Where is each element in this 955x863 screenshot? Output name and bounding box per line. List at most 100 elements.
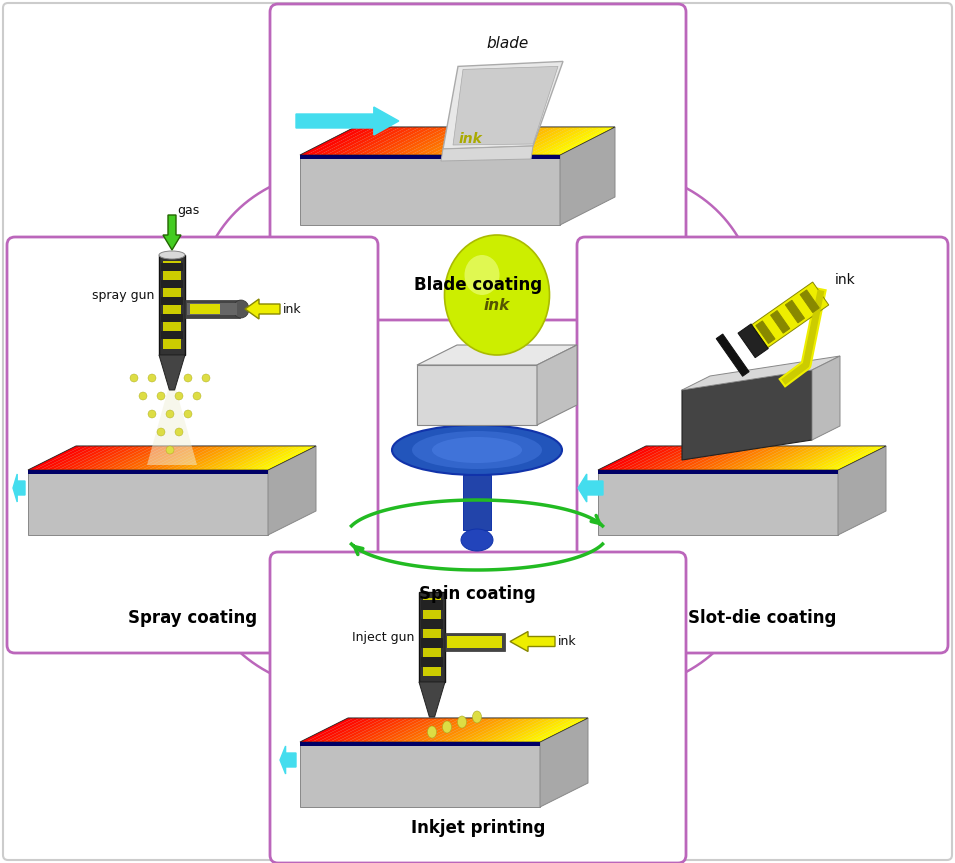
Polygon shape <box>160 446 214 470</box>
Polygon shape <box>332 127 394 155</box>
Bar <box>187 303 237 315</box>
Polygon shape <box>489 127 550 155</box>
Polygon shape <box>540 718 588 807</box>
Ellipse shape <box>233 300 249 318</box>
Polygon shape <box>716 334 749 376</box>
Circle shape <box>166 446 174 454</box>
Polygon shape <box>46 446 100 470</box>
Polygon shape <box>88 446 142 470</box>
Polygon shape <box>476 127 537 155</box>
Bar <box>161 314 183 322</box>
Bar <box>159 255 185 355</box>
Text: Blade coating: Blade coating <box>414 276 542 294</box>
Polygon shape <box>390 718 444 742</box>
Circle shape <box>157 428 165 436</box>
Polygon shape <box>748 446 802 470</box>
Bar <box>463 475 491 530</box>
Polygon shape <box>300 718 588 742</box>
Polygon shape <box>306 718 360 742</box>
Polygon shape <box>342 718 396 742</box>
Polygon shape <box>112 446 166 470</box>
Ellipse shape <box>442 721 452 733</box>
Polygon shape <box>482 127 543 155</box>
Polygon shape <box>712 446 766 470</box>
Bar <box>417 365 537 425</box>
Bar <box>28 470 268 535</box>
Polygon shape <box>755 321 775 343</box>
Polygon shape <box>495 127 557 155</box>
Polygon shape <box>718 446 772 470</box>
Bar <box>161 297 183 305</box>
Circle shape <box>184 410 192 418</box>
Ellipse shape <box>464 255 499 295</box>
Polygon shape <box>534 718 588 742</box>
Polygon shape <box>372 718 426 742</box>
Polygon shape <box>378 127 439 155</box>
Polygon shape <box>682 370 812 460</box>
Polygon shape <box>34 446 88 470</box>
FancyArrow shape <box>296 107 399 135</box>
Polygon shape <box>766 446 820 470</box>
Polygon shape <box>411 127 472 155</box>
Polygon shape <box>196 446 250 470</box>
Polygon shape <box>28 446 316 470</box>
FancyArrow shape <box>280 746 296 774</box>
Circle shape <box>130 374 138 382</box>
Bar <box>598 470 838 535</box>
FancyArrow shape <box>510 632 555 652</box>
Text: ink: ink <box>283 303 302 316</box>
Circle shape <box>148 374 156 382</box>
Polygon shape <box>190 446 244 470</box>
Bar <box>163 261 181 349</box>
Polygon shape <box>498 718 552 742</box>
Ellipse shape <box>412 431 542 469</box>
Circle shape <box>139 392 147 400</box>
Polygon shape <box>694 446 748 470</box>
Polygon shape <box>232 446 286 470</box>
Polygon shape <box>76 446 130 470</box>
Polygon shape <box>700 446 754 470</box>
Polygon shape <box>238 446 292 470</box>
Polygon shape <box>313 127 374 155</box>
Polygon shape <box>441 146 533 161</box>
Bar <box>300 155 560 225</box>
Polygon shape <box>598 446 652 470</box>
Polygon shape <box>616 446 670 470</box>
Polygon shape <box>40 446 94 470</box>
Polygon shape <box>318 718 372 742</box>
Bar <box>419 592 445 682</box>
Text: Spray coating: Spray coating <box>128 609 257 627</box>
Circle shape <box>175 428 183 436</box>
Polygon shape <box>172 446 226 470</box>
Polygon shape <box>106 446 160 470</box>
Polygon shape <box>420 718 474 742</box>
Polygon shape <box>378 718 432 742</box>
Bar <box>445 633 505 651</box>
Polygon shape <box>130 446 184 470</box>
Circle shape <box>193 392 201 400</box>
Polygon shape <box>358 127 420 155</box>
Polygon shape <box>838 446 886 535</box>
Polygon shape <box>450 127 511 155</box>
Text: spray gun: spray gun <box>92 288 154 301</box>
Polygon shape <box>430 127 492 155</box>
Text: gas: gas <box>177 204 200 217</box>
Polygon shape <box>652 446 706 470</box>
Circle shape <box>148 410 156 418</box>
Ellipse shape <box>392 425 562 475</box>
Polygon shape <box>300 127 362 155</box>
Bar <box>423 598 441 676</box>
Polygon shape <box>752 282 829 348</box>
Polygon shape <box>404 127 465 155</box>
Polygon shape <box>300 127 615 155</box>
Polygon shape <box>628 446 682 470</box>
Polygon shape <box>348 718 402 742</box>
Polygon shape <box>790 446 844 470</box>
Polygon shape <box>384 718 438 742</box>
Bar <box>28 470 268 474</box>
Polygon shape <box>307 127 368 155</box>
Polygon shape <box>820 446 874 470</box>
Polygon shape <box>262 446 316 470</box>
Text: Inkjet printing: Inkjet printing <box>411 819 545 837</box>
Polygon shape <box>352 127 414 155</box>
